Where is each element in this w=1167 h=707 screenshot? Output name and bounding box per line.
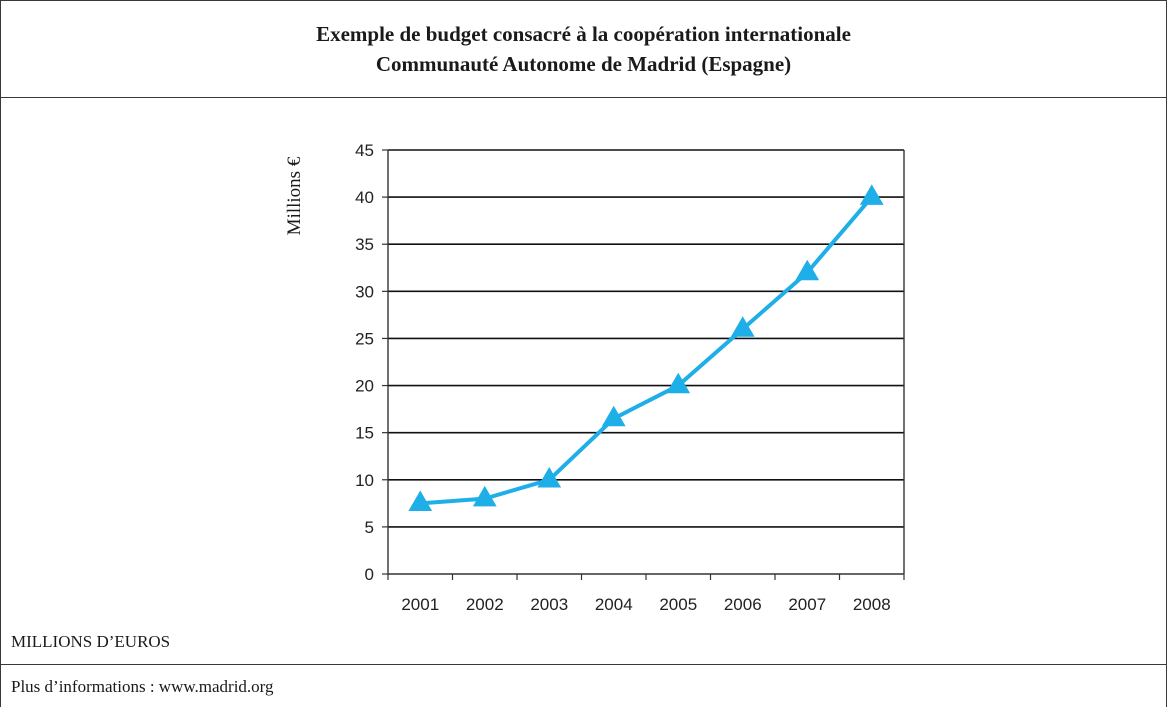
series-line bbox=[418, 195, 874, 506]
data-point-marker bbox=[537, 466, 562, 488]
x-tick-label: 2007 bbox=[788, 595, 826, 614]
x-tick-label: 2008 bbox=[853, 595, 891, 614]
y-tick-label: 25 bbox=[355, 329, 374, 348]
y-tick-label: 5 bbox=[365, 518, 374, 537]
y-tick-label: 35 bbox=[355, 235, 374, 254]
y-tick-label: 10 bbox=[355, 471, 374, 490]
y-tick-label: 20 bbox=[355, 377, 374, 396]
data-point-marker bbox=[472, 485, 497, 507]
y-tick-label: 0 bbox=[365, 565, 374, 584]
unit-caption: MILLIONS D’EUROS bbox=[11, 632, 171, 651]
series bbox=[408, 184, 884, 512]
y-tick-label: 30 bbox=[355, 282, 374, 301]
gridlines bbox=[388, 149, 904, 528]
data-point-marker bbox=[795, 259, 820, 281]
data-point-marker bbox=[666, 372, 691, 394]
y-axis-label: Millions € bbox=[284, 156, 305, 235]
footer-info-link-text: Plus d’informations : www.madrid.org bbox=[11, 677, 274, 696]
data-point-marker bbox=[730, 316, 755, 337]
figure-title: Exemple de budget consacré à la coopérat… bbox=[316, 22, 851, 46]
x-tick-labels: 2001 2002 2003 2004 2005 2006 2007 2008 bbox=[401, 595, 890, 614]
figure-subtitle: Communauté Autonome de Madrid (Espagne) bbox=[375, 52, 792, 76]
chart-area: 0 5 10 15 20 25 30 35 40 45 2001 2002 2003 2004 2005 2… bbox=[1, 98, 1166, 664]
x-tick-label: 2005 bbox=[659, 595, 697, 614]
data-point-marker bbox=[408, 490, 433, 512]
x-tick-label: 2003 bbox=[530, 595, 568, 614]
x-tick-label: 2004 bbox=[595, 595, 633, 614]
y-tick-label: 15 bbox=[355, 424, 374, 443]
x-tick-label: 2002 bbox=[466, 595, 504, 614]
title-box: Exemple de budget consacré à la coopérat… bbox=[1, 0, 1166, 98]
data-point-marker bbox=[859, 184, 884, 205]
x-tick-label: 2001 bbox=[401, 595, 439, 614]
axes bbox=[382, 149, 905, 580]
y-tick-labels: 0 5 10 15 20 25 30 35 40 45 bbox=[355, 141, 374, 584]
footer: Plus d’informations : www.madrid.org bbox=[1, 664, 1166, 707]
y-tick-label: 45 bbox=[355, 141, 374, 160]
data-point-marker bbox=[601, 405, 626, 427]
x-tick-label: 2006 bbox=[724, 595, 762, 614]
y-tick-label: 40 bbox=[355, 188, 374, 207]
